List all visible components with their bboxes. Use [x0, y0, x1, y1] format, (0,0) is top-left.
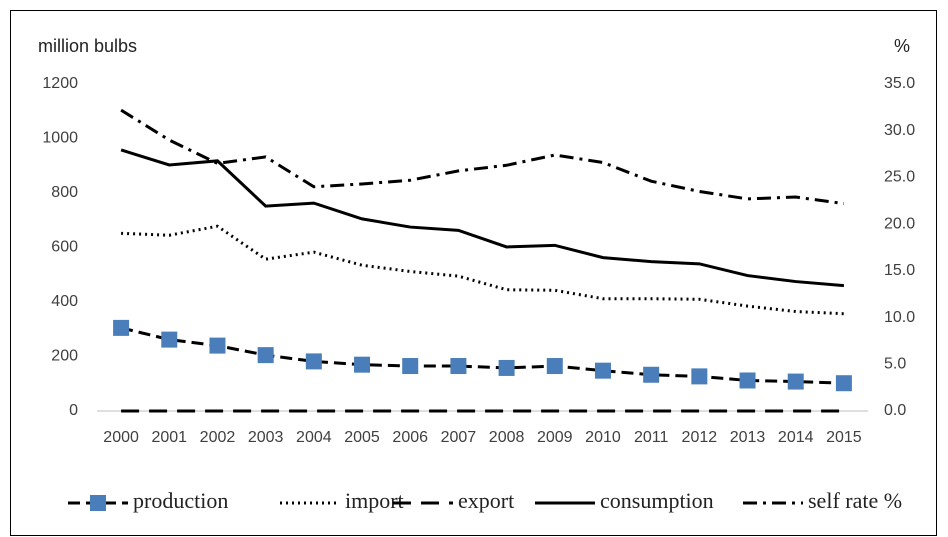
y-tick-label: 200 [51, 348, 78, 365]
y2-tick-label: 35.0 [884, 75, 915, 92]
y2-tick-label: 5.0 [884, 356, 906, 373]
data-marker [402, 358, 419, 375]
x-tick-label: 2000 [103, 429, 139, 446]
x-tick-label: 2008 [489, 429, 525, 446]
legend-label: self rate % [808, 488, 902, 513]
y-tick-label: 800 [51, 184, 78, 201]
y2-tick-label: 30.0 [884, 122, 915, 139]
y-axis-title: million bulbs [38, 36, 137, 56]
series-line [121, 224, 844, 316]
legend-label: production [133, 488, 228, 513]
legend-label: consumption [600, 488, 714, 513]
legend-label: export [458, 488, 514, 513]
data-marker [643, 366, 660, 383]
y-tick-label: 400 [51, 293, 78, 310]
y-tick-label: 0 [69, 402, 78, 419]
x-tick-label: 2007 [441, 429, 477, 446]
y-tick-label: 1000 [42, 130, 78, 147]
legend-marker [90, 495, 106, 511]
x-tick-label: 2003 [248, 429, 284, 446]
y2-tick-label: 0.0 [884, 402, 906, 419]
data-marker [739, 372, 756, 389]
data-marker [546, 358, 563, 375]
data-marker [787, 373, 804, 390]
x-tick-label: 2001 [151, 429, 187, 446]
x-tick-label: 2012 [682, 429, 718, 446]
y2-axis-title: % [894, 36, 910, 56]
data-marker [450, 358, 467, 375]
y2-tick-label: 10.0 [884, 309, 915, 326]
series-line [120, 326, 844, 385]
y-tick-label: 600 [51, 239, 78, 256]
data-marker [257, 347, 274, 364]
y2-tick-label: 20.0 [884, 215, 915, 232]
chart-frame [10, 10, 937, 536]
series-line [120, 108, 845, 206]
data-marker [691, 368, 708, 385]
y2-tick-label: 15.0 [884, 262, 915, 279]
x-tick-label: 2010 [585, 429, 621, 446]
x-tick-label: 2013 [730, 429, 766, 446]
data-marker [209, 337, 226, 354]
data-marker [161, 331, 178, 348]
data-marker [594, 362, 611, 379]
data-marker [113, 319, 130, 336]
x-tick-label: 2005 [344, 429, 380, 446]
x-tick-label: 2015 [826, 429, 862, 446]
x-tick-label: 2004 [296, 429, 332, 446]
data-marker [305, 353, 322, 370]
x-tick-label: 2011 [634, 429, 669, 446]
x-tick-label: 2006 [392, 429, 428, 446]
x-tick-label: 2002 [200, 429, 236, 446]
y2-tick-label: 25.0 [884, 169, 915, 186]
data-marker [835, 375, 852, 392]
data-marker [498, 359, 515, 376]
x-tick-label: 2014 [778, 429, 814, 446]
series-line [120, 148, 845, 288]
data-marker [354, 356, 371, 373]
y-tick-label: 1200 [42, 75, 78, 92]
x-tick-label: 2009 [537, 429, 573, 446]
legend-label: import [345, 488, 404, 513]
